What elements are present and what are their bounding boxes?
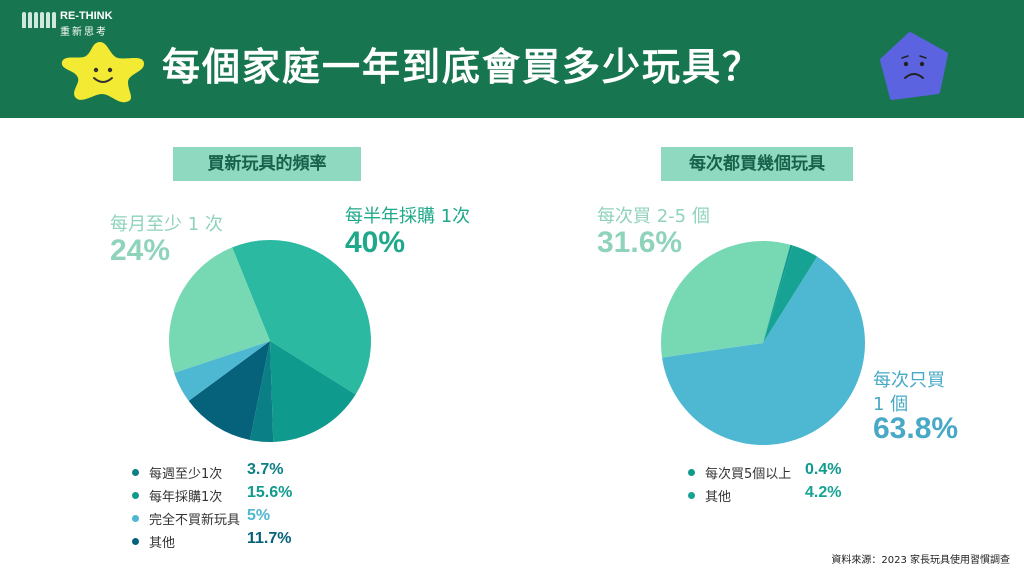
chart1-callout-label: 每半年採購 1次 [345,206,471,227]
pie-slice [174,341,270,401]
legend-item: 每年採購1次 15.6% [132,484,332,509]
pie-slice [270,341,356,442]
chart2-callout-label: 每次只買 [873,370,945,391]
legend-value: 3.7% [247,461,284,478]
header-banner: RE-THINK 重新思考 每個家庭一年到底會買多少玩具？ [0,0,1024,118]
people-logo-icon [22,12,56,28]
chart1-callout-value: 40% [345,226,406,259]
legend-item: 其他 11.7% [132,530,332,555]
source-note: 資料來源：2023 家長玩具使用習慣調查 [831,555,1010,566]
legend-value: 11.7% [247,530,292,547]
chart2-legend: 每次買5個以上 0.4% 其他 4.2% [688,461,858,509]
logo-name: RE-THINK [60,10,113,22]
legend-value: 0.4% [805,461,842,478]
chart2-callout-label2: 1 個 [873,394,909,415]
legend-value: 15.6% [247,484,293,501]
chart2-callout-label: 每次買 2-5 個 [597,206,710,227]
chart2-callout-value: 31.6% [597,226,683,259]
chart1-legend: 每週至少1次 3.7% 每年採購1次 15.6% 完全不買新玩具 5% 其他 11.7% [132,461,332,555]
logo-subtitle: 重新思考 [60,27,108,38]
legend-dot [132,515,139,522]
legend-label: 完全不買新玩具 [149,513,241,528]
legend-item: 其他 4.2% [688,484,858,509]
pie-slice [188,341,270,440]
pie-slice [661,240,791,358]
legend-value: 5% [247,507,271,524]
legend-label: 每週至少1次 [149,467,223,482]
chart1-callout-value: 24% [110,234,171,267]
pie-slice [169,247,270,373]
legend-dot [132,492,139,499]
pie-slice [662,256,865,445]
pie-chart-frequency [169,240,371,442]
legend-dot [688,492,695,499]
rethink-logo[interactable]: RE-THINK 重新思考 [22,10,113,38]
chart1-callout-label: 每月至少 1 次 [110,214,223,235]
pie-slice [763,244,793,343]
legend-label: 其他 [705,490,732,505]
legend-dot [132,538,139,545]
page-title: 每個家庭一年到底會買多少玩具？ [162,45,763,89]
legend-label: 每年採購1次 [149,490,223,505]
pentagon-sad-icon [880,32,948,100]
legend-item: 完全不買新玩具 5% [132,507,332,532]
legend-item: 每次買5個以上 0.4% [688,461,858,486]
legend-dot [688,469,695,476]
chart1-title: 買新玩具的頻率 [173,147,361,181]
pie-slice [249,341,274,442]
chart2-title: 每次都買幾個玩具 [661,147,853,181]
legend-label: 每次買5個以上 [705,467,792,482]
star-smiley-icon [61,42,144,103]
legend-label: 其他 [149,536,176,551]
pie-slice [232,240,371,395]
legend-dot [132,469,139,476]
legend-item: 每週至少1次 3.7% [132,461,332,486]
legend-value: 4.2% [805,484,842,501]
pie-slice [763,245,818,343]
pie-chart-quantity [661,240,865,445]
chart2-callout-value: 63.8% [873,412,959,445]
